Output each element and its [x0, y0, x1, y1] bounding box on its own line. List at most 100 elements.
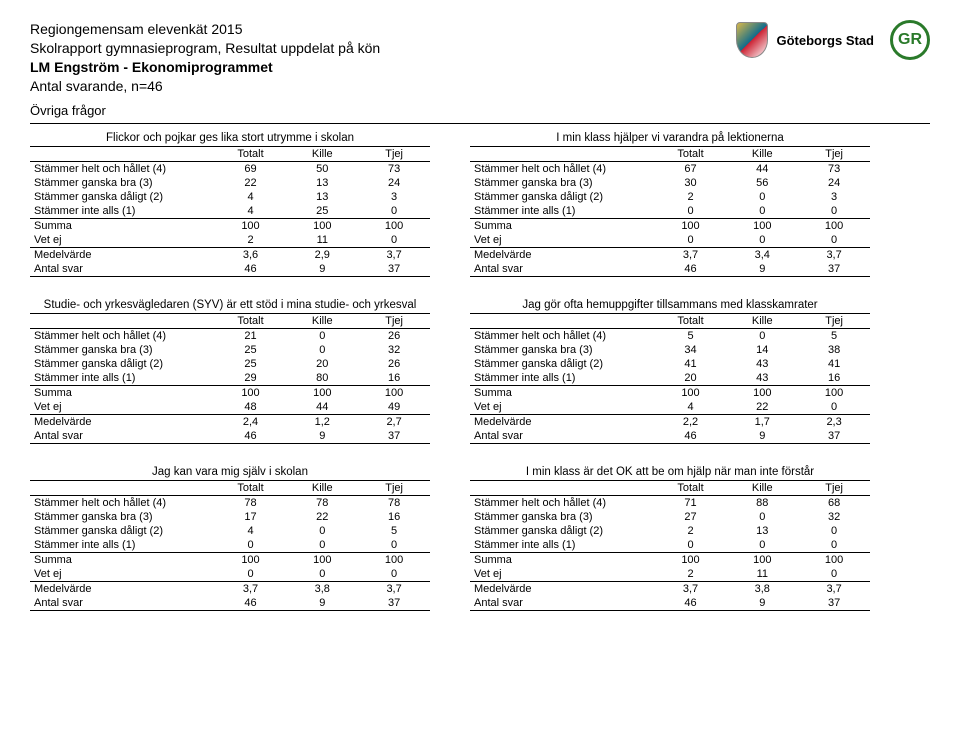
cell-value: 100 [215, 553, 287, 567]
column-header: Totalt [655, 147, 727, 161]
cell-value: 3,7 [358, 248, 430, 262]
cell-value: 16 [798, 371, 870, 385]
column-header: Tjej [798, 481, 870, 495]
table-row: Summa100100100 [470, 219, 870, 233]
table-row: Antal svar46937 [470, 429, 870, 443]
cell-value: 78 [358, 496, 430, 510]
table-row: Stämmer ganska dåligt (2)405 [30, 524, 430, 538]
table-title: Studie- och yrkesvägledaren (SYV) är ett… [30, 297, 430, 313]
cell-value: 100 [798, 553, 870, 567]
table-row: Antal svar46937 [470, 262, 870, 276]
table-title: I min klass är det OK att be om hjälp nä… [470, 464, 870, 480]
cell-value: 43 [726, 371, 798, 385]
column-header: Totalt [655, 481, 727, 495]
column-header: Totalt [215, 481, 287, 495]
cell-value: 3,8 [286, 582, 358, 596]
cell-value: 100 [798, 386, 870, 400]
cell-value: 0 [726, 510, 798, 524]
row-label: Antal svar [30, 262, 215, 276]
table-header-row: TotaltKilleTjej [30, 481, 430, 495]
cell-value: 3 [358, 190, 430, 204]
cell-value: 29 [215, 371, 287, 385]
table-row: Stämmer helt och hållet (4)695073 [30, 162, 430, 176]
column-header: Tjej [798, 314, 870, 328]
row-label: Stämmer ganska dåligt (2) [30, 524, 215, 538]
cell-value: 44 [726, 162, 798, 176]
shield-icon [736, 22, 768, 58]
cell-value: 67 [655, 162, 727, 176]
table-row: Stämmer ganska bra (3)27032 [470, 510, 870, 524]
row-label: Vet ej [470, 567, 655, 581]
cell-value: 4 [655, 400, 727, 414]
table-row: Stämmer inte alls (1)000 [470, 538, 870, 552]
cell-value: 100 [726, 386, 798, 400]
cell-value: 73 [798, 162, 870, 176]
table-row: Medelvärde3,73,83,7 [470, 582, 870, 596]
cell-value: 25 [286, 204, 358, 218]
row-label: Antal svar [470, 262, 655, 276]
table-row: Vet ej000 [30, 567, 430, 581]
cell-value: 46 [215, 596, 287, 610]
empty-header [470, 314, 655, 328]
row-label: Vet ej [30, 400, 215, 414]
cell-value: 9 [286, 429, 358, 443]
cell-value: 46 [655, 429, 727, 443]
row-label: Stämmer helt och hållet (4) [30, 329, 215, 343]
column-header: Kille [286, 481, 358, 495]
cell-value: 13 [286, 176, 358, 190]
table-row: Stämmer ganska bra (3)221324 [30, 176, 430, 190]
cell-value: 37 [798, 596, 870, 610]
empty-header [470, 147, 655, 161]
cell-value: 3,7 [798, 248, 870, 262]
cell-value: 0 [726, 204, 798, 218]
column-header: Totalt [215, 147, 287, 161]
cell-value: 22 [286, 510, 358, 524]
row-label: Stämmer inte alls (1) [470, 371, 655, 385]
column-header: Totalt [215, 314, 287, 328]
table-row: Stämmer inte alls (1)204316 [470, 371, 870, 385]
cell-value: 100 [286, 386, 358, 400]
cell-value: 11 [726, 567, 798, 581]
cell-value: 100 [655, 386, 727, 400]
data-table-left: Jag kan vara mig själv i skolanTotaltKil… [30, 464, 430, 611]
cell-value: 71 [655, 496, 727, 510]
table-row: Stämmer inte alls (1)000 [30, 538, 430, 552]
row-label: Stämmer ganska dåligt (2) [30, 190, 215, 204]
cell-value: 44 [286, 400, 358, 414]
cell-value: 68 [798, 496, 870, 510]
cell-value: 73 [358, 162, 430, 176]
column-header: Tjej [358, 481, 430, 495]
row-label: Stämmer helt och hållet (4) [470, 162, 655, 176]
header-divider [30, 123, 930, 124]
header-line1: Regiongemensam elevenkät 2015 [30, 20, 380, 39]
tables-container: Flickor och pojkar ges lika stort utrymm… [30, 130, 930, 611]
row-label: Stämmer helt och hållet (4) [30, 162, 215, 176]
cell-value: 69 [215, 162, 287, 176]
table-row: Summa100100100 [470, 553, 870, 567]
cell-value: 50 [286, 162, 358, 176]
cell-value: 43 [726, 357, 798, 371]
gr-text: GR [898, 31, 922, 49]
row-label: Stämmer ganska bra (3) [30, 510, 215, 524]
cell-value: 3,7 [798, 582, 870, 596]
table-row: Antal svar46937 [30, 262, 430, 276]
cell-value: 0 [215, 567, 287, 581]
table-row: Stämmer ganska bra (3)341438 [470, 343, 870, 357]
cell-value: 24 [798, 176, 870, 190]
cell-value: 20 [655, 371, 727, 385]
table-row: Stämmer ganska dåligt (2)2130 [470, 524, 870, 538]
table-title: Flickor och pojkar ges lika stort utrymm… [30, 130, 430, 146]
column-header: Kille [726, 481, 798, 495]
cell-value: 13 [286, 190, 358, 204]
cell-value: 88 [726, 496, 798, 510]
table-row: Stämmer ganska dåligt (2)203 [470, 190, 870, 204]
row-label: Stämmer ganska dåligt (2) [470, 190, 655, 204]
row-label: Medelvärde [470, 248, 655, 262]
cell-value: 11 [286, 233, 358, 247]
cell-value: 3,7 [655, 582, 727, 596]
cell-value: 25 [215, 343, 287, 357]
cell-value: 0 [726, 538, 798, 552]
header-line4: Antal svarande, n=46 [30, 77, 380, 96]
cell-value: 100 [286, 219, 358, 233]
table-row: Medelvärde3,73,83,7 [30, 582, 430, 596]
